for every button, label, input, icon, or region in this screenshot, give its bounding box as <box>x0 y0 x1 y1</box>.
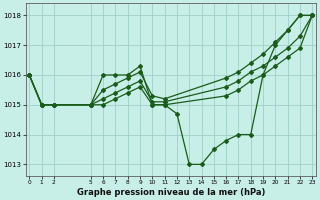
X-axis label: Graphe pression niveau de la mer (hPa): Graphe pression niveau de la mer (hPa) <box>76 188 265 197</box>
